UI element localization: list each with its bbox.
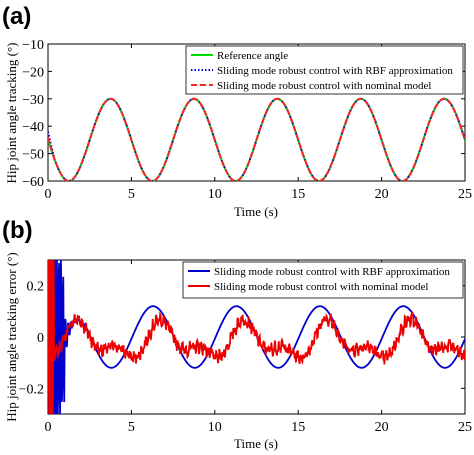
x-tick-label: 5: [128, 420, 135, 435]
x-tick-label: 0: [45, 420, 52, 435]
x-tick-label: 20: [375, 420, 389, 435]
legend-label: Sliding mode robust control with nominal…: [217, 80, 431, 92]
legend-box: [185, 45, 464, 95]
x-tick-label: 15: [291, 420, 305, 435]
x-tick-label: 10: [208, 420, 222, 435]
y-tick-label: 0: [37, 331, 44, 346]
legend-label: Sliding mode robust control with nominal…: [214, 281, 428, 293]
y-tick-label: 0.2: [27, 280, 45, 295]
panel-a-ticks: 0 5 10 15 20 25 −10 −20 −30 −40 −50 −60: [22, 38, 472, 202]
y-tick-label: −60: [22, 175, 44, 190]
legend-label: Reference angle: [217, 50, 288, 62]
x-tick-label: 10: [208, 187, 222, 202]
y-tick-label: −0.2: [19, 382, 44, 397]
y-tick-label: −30: [22, 93, 44, 108]
x-tick-label: 25: [458, 420, 472, 435]
x-tick-label: 15: [291, 187, 305, 202]
series-line: [48, 260, 465, 414]
x-tick-label: 0: [45, 187, 52, 202]
x-tick-label: 20: [375, 187, 389, 202]
panel-b-tag: (b): [2, 217, 33, 244]
panel-b-legend: Sliding mode robust control with RBF app…: [182, 261, 464, 299]
panel-a-lines: [48, 97, 465, 181]
panel-a-ylabel: Hip joint angle tracking (°): [4, 43, 19, 184]
panel-a-xlabel: Time (s): [234, 204, 278, 219]
panel-b-xlabel: Time (s): [234, 436, 278, 451]
legend-box: [182, 261, 464, 299]
panel-a-plot: 0 5 10 15 20 25 −10 −20 −30 −40 −50 −60 Reference a…: [22, 38, 472, 202]
y-tick-label: −10: [22, 38, 44, 53]
panel-b-ticks: 0 5 10 15 20 25 0.2 0 −0.2: [19, 260, 472, 435]
panel-a-tag: (a): [2, 3, 31, 30]
y-tick-label: −20: [22, 65, 44, 80]
y-tick-label: −50: [22, 148, 44, 163]
x-tick-label: 5: [128, 187, 135, 202]
legend-label: Sliding mode robust control with RBF app…: [217, 65, 453, 77]
panel-b-lines: [48, 260, 465, 414]
y-tick-label: −40: [22, 120, 44, 135]
panel-b-ylabel: Hip joint angle tracking error (°): [4, 252, 19, 421]
panel-a-legend: Reference angle Sliding mode robust contr…: [185, 45, 464, 95]
panel-b-plot: 0 5 10 15 20 25 0.2 0 −0.2 Sliding mode robust c…: [19, 259, 472, 435]
x-tick-label: 25: [458, 187, 472, 202]
series-line: [48, 97, 465, 181]
legend-label: Sliding mode robust control with RBF app…: [214, 266, 450, 278]
